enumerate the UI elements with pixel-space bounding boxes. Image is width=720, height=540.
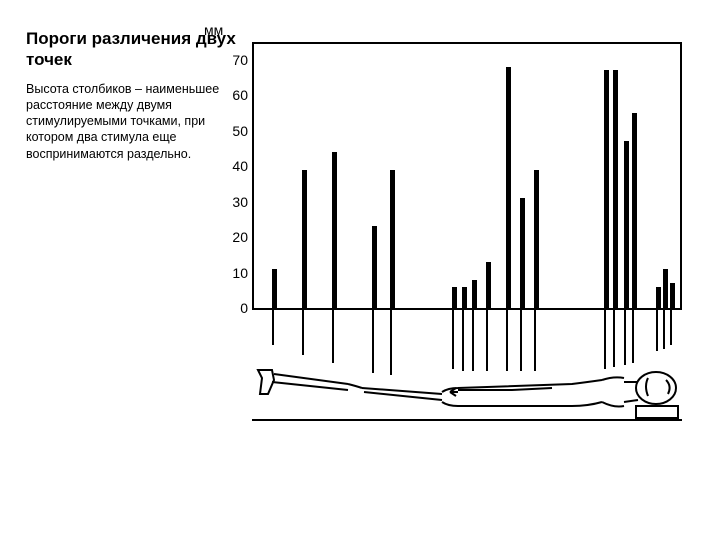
bar bbox=[613, 70, 618, 308]
y-tick-label: 20 bbox=[226, 229, 248, 245]
bar bbox=[302, 170, 307, 308]
page-root: Пороги различения двух точек Высота стол… bbox=[0, 0, 720, 540]
bar bbox=[332, 152, 337, 308]
bar bbox=[656, 287, 661, 308]
bar bbox=[272, 269, 277, 308]
y-tick-label: 70 bbox=[226, 52, 248, 68]
bar bbox=[663, 269, 668, 308]
y-tick-label: 0 bbox=[226, 300, 248, 316]
bar bbox=[452, 287, 457, 308]
bar bbox=[632, 113, 637, 308]
chart-container: мм 010203040506070 bbox=[226, 28, 696, 448]
human-body-icon bbox=[252, 328, 682, 438]
y-tick-label: 50 bbox=[226, 123, 248, 139]
bar bbox=[506, 67, 511, 308]
description-text: Высота столбиков – наименьшее расстояние… bbox=[26, 81, 246, 162]
plot-area bbox=[252, 42, 682, 308]
bar bbox=[670, 283, 675, 308]
bar bbox=[534, 170, 539, 308]
bar bbox=[462, 287, 467, 308]
bar bbox=[372, 226, 377, 308]
y-tick-label: 10 bbox=[226, 265, 248, 281]
bar bbox=[624, 141, 629, 308]
bar bbox=[604, 70, 609, 308]
bar bbox=[520, 198, 525, 308]
y-tick-label: 30 bbox=[226, 194, 248, 210]
bar bbox=[472, 280, 477, 308]
y-axis-unit-label: мм bbox=[204, 22, 223, 38]
y-tick-label: 40 bbox=[226, 158, 248, 174]
bar bbox=[486, 262, 491, 308]
bar bbox=[390, 170, 395, 308]
y-tick-label: 60 bbox=[226, 87, 248, 103]
